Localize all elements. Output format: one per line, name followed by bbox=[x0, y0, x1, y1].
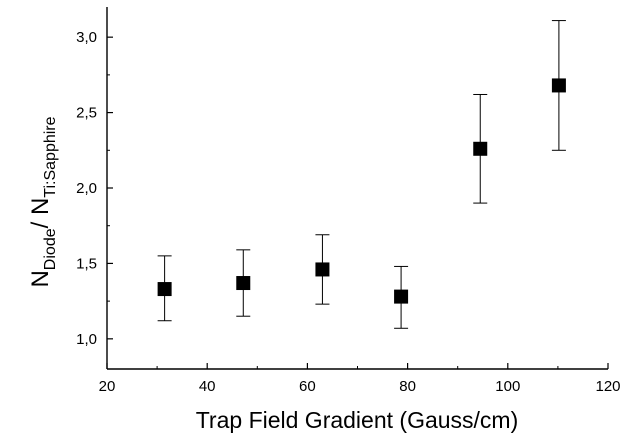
x-tick-label: 120 bbox=[595, 378, 620, 395]
square-marker bbox=[315, 262, 330, 277]
y-tick-label: 1,5 bbox=[76, 255, 97, 272]
y-tick-label: 2,5 bbox=[76, 105, 97, 122]
x-axis-label: Trap Field Gradient (Gauss/cm) bbox=[196, 407, 519, 433]
x-tick-label: 60 bbox=[299, 378, 316, 395]
square-marker bbox=[551, 78, 566, 93]
square-marker bbox=[473, 141, 488, 156]
x-tick-label: 40 bbox=[199, 378, 216, 395]
data-marks bbox=[157, 20, 566, 329]
y-label-slash: / N bbox=[27, 198, 54, 229]
ticks: 20 40 60 80 100 120 1,0 1,5 2,0 2,5 3,0 bbox=[76, 29, 620, 395]
data-point bbox=[473, 93, 488, 204]
square-marker bbox=[157, 282, 172, 297]
square-marker bbox=[394, 289, 409, 304]
y-tick-label: 2,0 bbox=[76, 180, 97, 197]
data-point bbox=[394, 265, 409, 329]
data-point bbox=[236, 249, 251, 317]
data-point bbox=[157, 255, 172, 322]
y-tick-label: 3,0 bbox=[76, 29, 97, 46]
y-axis-label: NDiode/ NTi:Sapphire bbox=[27, 116, 59, 287]
square-marker bbox=[236, 276, 251, 291]
y-label-main: N bbox=[27, 270, 54, 287]
y-label-sub-tisapphire: Ti:Sapphire bbox=[42, 116, 59, 197]
axes bbox=[106, 7, 608, 370]
y-label-sub-diode: Diode bbox=[42, 228, 59, 270]
x-tick-label: 20 bbox=[99, 378, 116, 395]
y-tick-label: 1,0 bbox=[76, 331, 97, 348]
x-tick-label: 80 bbox=[399, 378, 416, 395]
x-tick-label: 100 bbox=[495, 378, 520, 395]
data-point bbox=[551, 20, 566, 151]
data-point bbox=[315, 234, 330, 305]
